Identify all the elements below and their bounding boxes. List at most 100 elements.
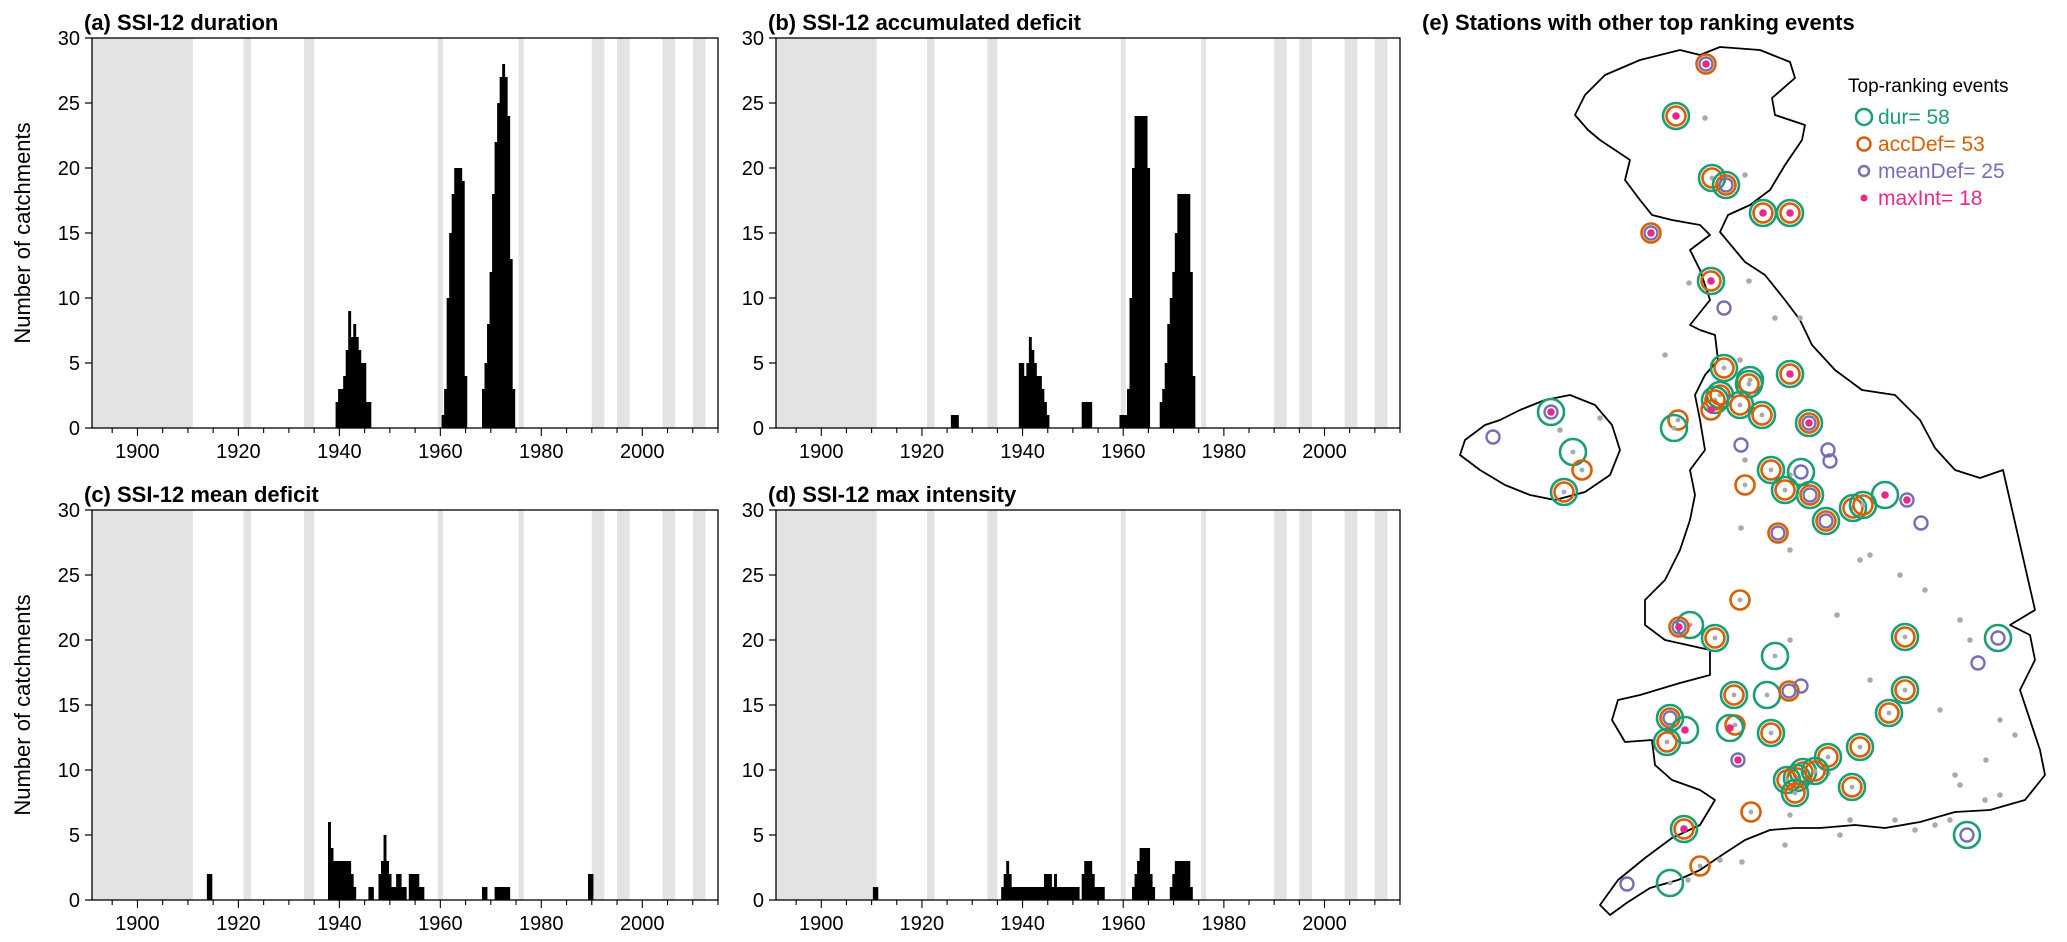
other-station-dot <box>1717 857 1723 863</box>
bar <box>345 861 349 900</box>
bar <box>338 389 342 428</box>
bar <box>353 324 357 428</box>
accdef-marker <box>1894 626 1916 648</box>
bar <box>1139 848 1143 900</box>
bar <box>343 376 347 428</box>
y-tick-label: 5 <box>753 825 764 847</box>
shaded-period <box>987 510 998 900</box>
dur-marker <box>1659 413 1689 443</box>
other-station-dot <box>1746 278 1752 284</box>
shaded-period <box>776 510 877 900</box>
shaded-period <box>926 510 935 900</box>
x-tick-label: 1960 <box>418 913 463 935</box>
accdef-marker <box>1804 760 1826 782</box>
bar <box>1056 887 1060 900</box>
accdef-marker <box>1713 357 1735 379</box>
station-centre-dot <box>1772 653 1778 659</box>
bar <box>1021 363 1025 428</box>
meandef-marker <box>1822 453 1838 469</box>
bar <box>360 363 364 428</box>
other-station-dot <box>1937 707 1943 713</box>
bar <box>1049 874 1052 900</box>
other-station-dot <box>1892 817 1898 823</box>
x-tick-label: 1960 <box>1101 441 1146 463</box>
station-centre-dot <box>1747 377 1753 383</box>
bar <box>1096 887 1100 900</box>
bar <box>950 415 954 428</box>
bar <box>953 415 957 428</box>
accdef-marker <box>1640 222 1662 244</box>
meandef-marker <box>1820 442 1836 458</box>
bar <box>1089 402 1093 428</box>
station-centre-dot <box>1731 692 1737 698</box>
bar <box>494 887 498 900</box>
meandef-marker <box>1733 437 1749 453</box>
bar <box>590 874 594 900</box>
bar <box>1031 887 1035 900</box>
accdef-marker <box>1553 481 1575 503</box>
bar <box>368 402 372 428</box>
dur-marker <box>1952 820 1982 850</box>
bar <box>497 887 501 900</box>
station-centre-dot <box>1671 425 1677 431</box>
y-tick-label: 20 <box>742 158 764 180</box>
meandef-marker <box>1818 513 1834 529</box>
bar <box>353 887 357 900</box>
x-tick-label: 1900 <box>799 913 844 935</box>
other-station-dot <box>1557 427 1563 433</box>
shaded-period <box>1344 510 1358 900</box>
meandef-marker <box>1990 630 2006 646</box>
bar <box>345 350 349 428</box>
bar <box>1023 887 1027 900</box>
bar <box>484 887 488 900</box>
maxint-marker <box>1681 726 1689 734</box>
bar <box>396 874 400 900</box>
other-station-dot <box>1686 280 1692 286</box>
shaded-period <box>243 510 252 900</box>
bar <box>1086 402 1090 428</box>
bar <box>350 874 354 900</box>
dur-marker <box>1756 455 1786 485</box>
shaded-period <box>437 510 443 900</box>
y-tick-label: 10 <box>742 288 764 310</box>
dur-marker <box>1800 756 1830 786</box>
accdef-marker <box>1734 474 1756 496</box>
y-tick-label: 25 <box>742 565 764 587</box>
accdef-marker <box>1849 736 1871 758</box>
shaded-period <box>662 510 676 900</box>
bar <box>494 142 498 428</box>
bar <box>1008 874 1012 900</box>
dur-marker <box>1661 101 1691 131</box>
x-tick-label: 1900 <box>115 913 160 935</box>
accdef-marker <box>1751 404 1773 426</box>
bar <box>343 861 347 900</box>
x-tick-label: 1980 <box>519 441 564 463</box>
bar <box>1177 861 1181 900</box>
bar <box>1026 363 1030 428</box>
x-tick-label: 1900 <box>799 441 844 463</box>
shaded-period <box>662 38 676 428</box>
y-tick-label: 15 <box>742 695 764 717</box>
dur-marker <box>1655 868 1685 898</box>
accdef-marker <box>1740 801 1762 823</box>
y-tick-label: 0 <box>753 890 764 912</box>
accdef-marker <box>1799 484 1821 506</box>
station-centre-dot <box>1664 739 1670 745</box>
bar <box>1149 874 1153 900</box>
great-britain-outline <box>1574 46 2046 916</box>
accdef-marker <box>1815 510 1837 532</box>
station-centre-dot <box>1742 482 1748 488</box>
maxint-marker <box>1675 623 1683 631</box>
bar <box>1134 116 1138 428</box>
bar <box>1038 887 1042 900</box>
bar <box>335 861 339 900</box>
other-station-dot <box>1897 572 1903 578</box>
bar <box>1189 887 1193 900</box>
maxint-marker <box>1786 209 1794 217</box>
bar <box>1137 861 1140 900</box>
station-centre-dot <box>1768 467 1774 473</box>
bar <box>333 861 336 900</box>
panel-title: (b) SSI-12 accumulated deficit <box>768 10 1082 35</box>
other-station-dot <box>1702 115 1708 121</box>
y-tick-label: 5 <box>69 825 80 847</box>
